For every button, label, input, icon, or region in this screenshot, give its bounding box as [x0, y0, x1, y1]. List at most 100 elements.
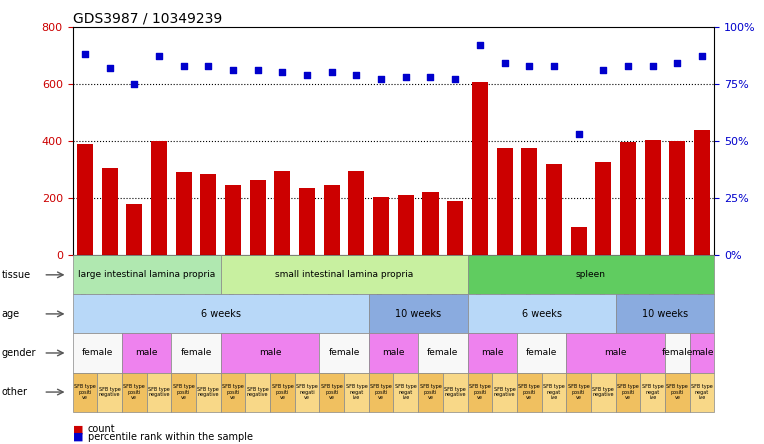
Text: female: female [180, 349, 212, 357]
Text: SFB type
negative: SFB type negative [148, 387, 170, 397]
Text: count: count [88, 424, 115, 434]
Text: gender: gender [2, 348, 36, 358]
Text: SFB type
positi
ve: SFB type positi ve [469, 384, 490, 400]
Point [474, 41, 486, 48]
Text: male: male [691, 349, 714, 357]
Text: percentile rank within the sample: percentile rank within the sample [88, 432, 253, 442]
Bar [324, 185, 340, 255]
Bar [694, 130, 710, 255]
Text: female: female [662, 349, 693, 357]
Point [646, 62, 659, 69]
Bar [447, 201, 463, 255]
Text: SFB type
positi
ve: SFB type positi ve [74, 384, 96, 400]
Point [301, 71, 313, 78]
Bar [176, 172, 192, 255]
Point [351, 71, 363, 78]
Bar [250, 179, 266, 255]
Text: small intestinal lamina propria: small intestinal lamina propria [275, 270, 413, 279]
Point [523, 62, 536, 69]
Bar [645, 139, 661, 255]
Point [325, 69, 338, 76]
Text: SFB type
negat
ive: SFB type negat ive [345, 384, 367, 400]
Text: 10 weeks: 10 weeks [642, 309, 688, 319]
Text: SFB type
positi
ve: SFB type positi ve [321, 384, 342, 400]
Text: SFB type
negat
ive: SFB type negat ive [642, 384, 663, 400]
Text: SFB type
positi
ve: SFB type positi ve [371, 384, 392, 400]
Text: SFB type
negative: SFB type negative [247, 387, 269, 397]
Bar [595, 163, 611, 255]
Text: male: male [135, 349, 158, 357]
Bar [274, 171, 290, 255]
Bar [546, 164, 562, 255]
Point [672, 59, 684, 67]
Text: SFB type
negative: SFB type negative [197, 387, 219, 397]
Point [177, 62, 189, 69]
Text: female: female [427, 349, 458, 357]
Bar [497, 148, 513, 255]
Text: spleen: spleen [576, 270, 606, 279]
Bar [225, 185, 241, 255]
Bar [200, 174, 216, 255]
Bar [571, 227, 587, 255]
Text: male: male [382, 349, 405, 357]
Text: SFB type
negative: SFB type negative [592, 387, 614, 397]
Point [424, 73, 436, 80]
Bar [620, 143, 636, 255]
Text: SFB type
positi
ve: SFB type positi ve [124, 384, 145, 400]
Bar [669, 141, 685, 255]
Text: SFB type
negat
ive: SFB type negat ive [543, 384, 565, 400]
Text: 10 weeks: 10 weeks [395, 309, 441, 319]
Text: tissue: tissue [2, 270, 31, 280]
Text: male: male [259, 349, 281, 357]
Text: SFB type
negat
ive: SFB type negat ive [395, 384, 416, 400]
Text: SFB type
positi
ve: SFB type positi ve [419, 384, 442, 400]
Text: other: other [2, 387, 28, 397]
Text: GDS3987 / 10349239: GDS3987 / 10349239 [73, 11, 222, 25]
Text: SFB type
negati
ve: SFB type negati ve [296, 384, 318, 400]
Point [400, 73, 412, 80]
Text: male: male [604, 349, 626, 357]
Point [572, 131, 584, 138]
Bar [398, 195, 414, 255]
Bar [126, 204, 142, 255]
Text: female: female [82, 349, 113, 357]
Point [103, 64, 115, 71]
Point [449, 75, 461, 83]
Point [696, 53, 708, 60]
Text: SFB type
positi
ve: SFB type positi ve [271, 384, 293, 400]
Bar [472, 83, 488, 255]
Bar [521, 148, 537, 255]
Point [153, 53, 165, 60]
Text: SFB type
positi
ve: SFB type positi ve [518, 384, 540, 400]
Bar [102, 168, 118, 255]
Text: SFB type
negative: SFB type negative [445, 387, 466, 397]
Point [622, 62, 634, 69]
Point [548, 62, 560, 69]
Point [375, 75, 387, 83]
Text: female: female [526, 349, 557, 357]
Bar [151, 141, 167, 255]
Point [277, 69, 289, 76]
Point [227, 67, 239, 74]
Text: 6 weeks: 6 weeks [201, 309, 241, 319]
Point [128, 80, 141, 87]
Bar [299, 188, 315, 255]
Bar [348, 171, 364, 255]
Text: 6 weeks: 6 weeks [522, 309, 562, 319]
Text: SFB type
negat
ive: SFB type negat ive [691, 384, 713, 400]
Point [251, 67, 264, 74]
Text: female: female [329, 349, 360, 357]
Text: SFB type
positi
ve: SFB type positi ve [666, 384, 688, 400]
Text: large intestinal lamina propria: large intestinal lamina propria [78, 270, 215, 279]
Point [79, 51, 91, 58]
Text: SFB type
positi
ve: SFB type positi ve [222, 384, 244, 400]
Text: SFB type
negative: SFB type negative [99, 387, 121, 397]
Text: SFB type
positi
ve: SFB type positi ve [568, 384, 590, 400]
Bar [77, 144, 93, 255]
Text: ■: ■ [73, 432, 83, 442]
Text: SFB type
positi
ve: SFB type positi ve [173, 384, 195, 400]
Point [202, 62, 215, 69]
Text: SFB type
positi
ve: SFB type positi ve [617, 384, 639, 400]
Text: ■: ■ [73, 424, 83, 434]
Bar [422, 192, 439, 255]
